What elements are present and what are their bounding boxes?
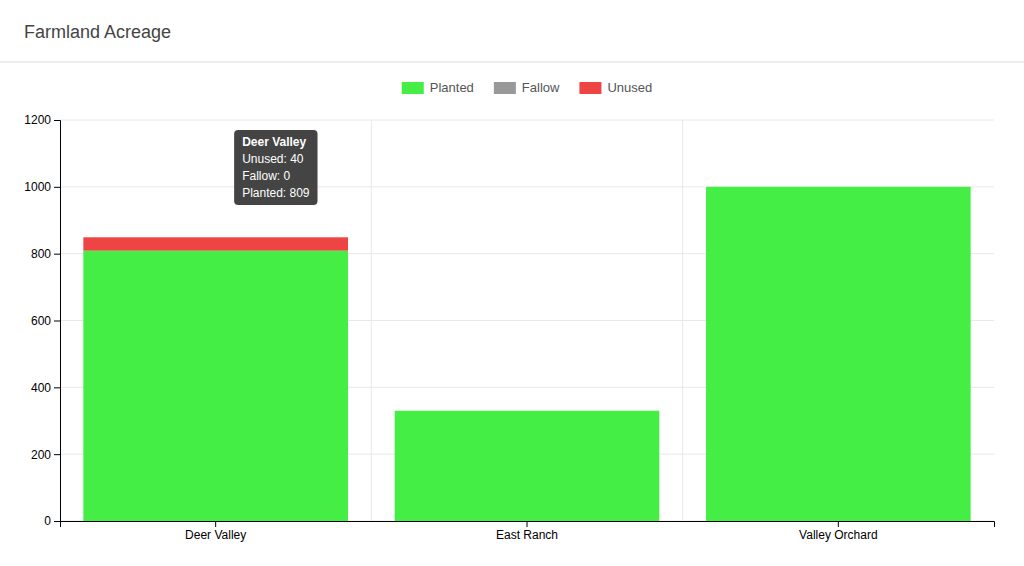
tooltip-title: Deer Valley [242,135,306,149]
chart: Farmland Acreage 0 200 400 600 800 1000 1200 Dee… [0,0,1024,566]
tick-mark [54,187,60,188]
tick-mark [54,120,60,121]
tick-label: East Ranch [496,528,558,542]
tick: 600 [31,314,60,328]
legend-item: Planted [402,80,474,95]
axis-line [54,121,61,522]
tick: 1000 [24,180,60,194]
tick-label: Deer Valley [185,528,246,542]
tick: 1200 [24,113,60,127]
tooltip-box [234,130,317,205]
tick-mark [215,521,216,527]
series [83,187,970,521]
tick: Deer Valley [185,521,246,542]
tick-mark [838,521,839,527]
bar [706,186,971,187]
tick-label: 600 [31,314,51,328]
divider [0,62,1024,63]
tooltip-line: Unused: 40 [242,152,304,166]
bar [706,187,971,521]
bar [395,410,660,411]
grid-line [60,120,994,121]
bar [395,411,660,521]
legend-label: Fallow [522,80,560,95]
tick-mark [54,387,60,388]
legend-swatch [402,82,424,94]
tick-mark [54,521,60,522]
axis-line [61,522,995,528]
series [83,237,348,250]
plot: 0 200 400 600 800 1000 1200 Deer Valley East Ran… [24,113,994,541]
x-axis: Deer Valley East Ranch Valley Orchard [61,521,995,542]
tick-mark [527,521,528,527]
legend-label: Planted [430,80,474,95]
tick-label: 400 [31,381,51,395]
tick-mark [54,254,60,255]
tooltip-line: Fallow: 0 [242,169,290,183]
tick-label: Valley Orchard [799,528,877,542]
grid [60,120,994,521]
y-axis: 0 200 400 600 800 1000 1200 [24,113,60,528]
tick: 200 [31,448,60,462]
bar [83,251,348,521]
bars [83,187,970,521]
tick-label: 0 [44,514,51,528]
tick: East Ranch [496,521,558,542]
group-separator [371,120,372,521]
legend-item: Fallow [494,80,560,95]
tick: 400 [31,381,60,395]
tick-label: 1200 [24,113,51,127]
tick: 0 [44,514,60,528]
bar [395,410,660,411]
tick-label: 200 [31,448,51,462]
tick: Valley Orchard [799,521,877,542]
tick-mark [54,454,60,455]
tooltip: Deer Valley Unused: 40 Fallow: 0 Planted: 8… [234,130,317,205]
tooltip-line: Planted: 809 [242,186,310,200]
legend: Planted Fallow Unused [402,80,652,95]
tick-label: 800 [31,247,51,261]
bar [83,237,348,250]
legend-label: Unused [607,80,652,95]
legend-swatch [579,82,601,94]
bar [706,186,971,187]
legend-swatch [494,82,516,94]
tick-mark [54,321,60,322]
tick: 800 [31,247,60,261]
tick-label: 1000 [24,180,51,194]
legend-item: Unused [579,80,652,95]
title: Farmland Acreage [24,22,171,42]
group-separator [682,120,683,521]
